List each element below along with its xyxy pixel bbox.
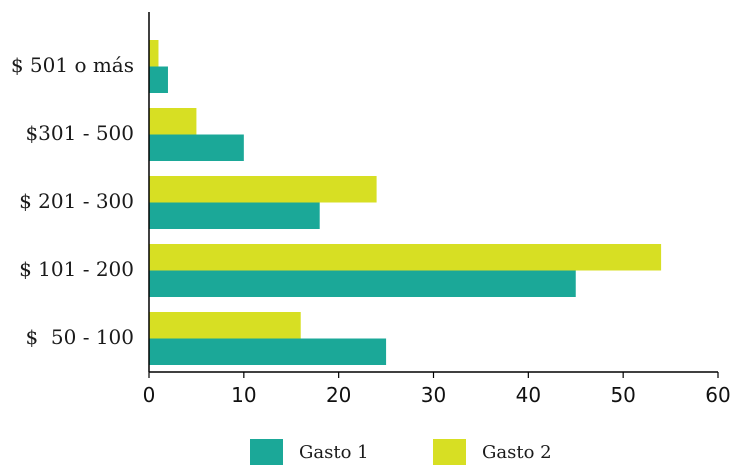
category-label-1: $ 101 - 200 <box>19 257 134 281</box>
category-label-3: $301 - 500 <box>25 121 134 145</box>
bar-gasto-2-2 <box>149 176 377 203</box>
bar-gasto-2-4 <box>149 40 159 67</box>
legend: Gasto 1 Gasto 2 <box>250 439 552 465</box>
category-labels: $ 50 - 100 $ 101 - 200 $ 201 - 300 $301 - 5… <box>11 53 134 349</box>
bar-gasto-2-3 <box>149 108 197 135</box>
legend-label-gasto-1: Gasto 1 <box>299 442 369 463</box>
category-label-2: $ 201 - 300 <box>19 189 134 213</box>
bar-gasto-1-0 <box>149 338 387 365</box>
x-tick-label-0: 0 <box>143 383 156 407</box>
bar-gasto-1-3 <box>149 134 244 161</box>
bar-gasto-1-4 <box>149 66 168 93</box>
category-label-0: $ 50 - 100 <box>25 325 134 349</box>
legend-label-gasto-2: Gasto 2 <box>482 442 552 463</box>
x-tick-label-2: 20 <box>326 383 351 407</box>
bar-gasto-1-2 <box>149 202 320 229</box>
x-tick-label-4: 40 <box>516 383 541 407</box>
bar-gasto-2-1 <box>149 244 662 271</box>
x-tick-label-1: 10 <box>231 383 256 407</box>
x-tick-label-6: 60 <box>705 383 730 407</box>
x-tick-label-3: 30 <box>421 383 446 407</box>
bars-group <box>149 40 662 365</box>
legend-swatch-gasto-1 <box>250 439 283 465</box>
category-label-4: $ 501 o más <box>11 53 134 77</box>
legend-swatch-gasto-2 <box>433 439 466 465</box>
x-tick-label-5: 50 <box>610 383 635 407</box>
bar-gasto-1-1 <box>149 270 576 297</box>
bar-gasto-2-0 <box>149 312 301 339</box>
x-axis-ticks: 0 10 20 30 40 50 60 <box>143 372 731 407</box>
